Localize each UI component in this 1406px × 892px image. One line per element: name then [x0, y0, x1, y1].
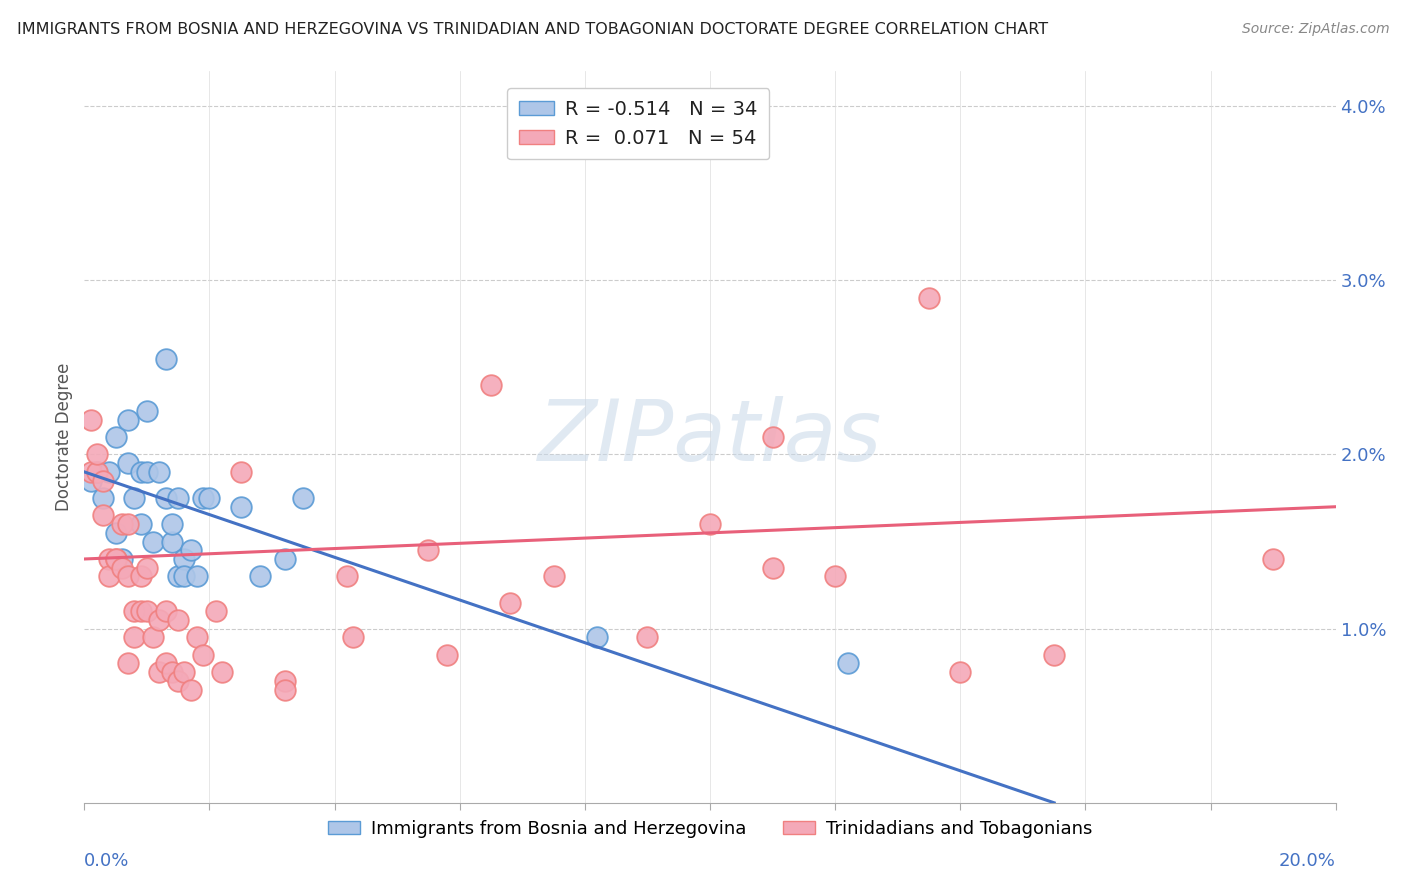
Point [173, 665, 195, 680]
Point [204, 604, 226, 618]
Point [198, 491, 221, 505]
Point [436, 648, 458, 662]
Legend: Immigrants from Bosnia and Herzegovina, Trinidadians and Tobagonians: Immigrants from Bosnia and Herzegovina, … [321, 813, 1099, 845]
Point [229, 465, 252, 479]
Point [180, 682, 202, 697]
Point [117, 517, 139, 532]
Point [148, 465, 170, 479]
Point [111, 560, 134, 574]
Point [211, 665, 233, 680]
Point [918, 291, 941, 305]
Point [111, 552, 134, 566]
Point [124, 631, 146, 645]
Text: 0.0%: 0.0% [84, 852, 129, 870]
Y-axis label: Doctorate Degree: Doctorate Degree [55, 363, 73, 511]
Point [336, 569, 359, 583]
Point [129, 569, 152, 583]
Point [104, 552, 127, 566]
Point [160, 517, 183, 532]
Text: 20.0%: 20.0% [1279, 852, 1336, 870]
Point [167, 491, 190, 505]
Point [142, 534, 165, 549]
Point [543, 569, 565, 583]
Point [160, 665, 183, 680]
Point [117, 412, 139, 426]
Point [86, 465, 108, 479]
Point [949, 665, 972, 680]
Point [418, 543, 440, 558]
Point [111, 517, 134, 532]
Point [837, 657, 859, 671]
Point [193, 648, 215, 662]
Point [186, 631, 208, 645]
Point [155, 604, 177, 618]
Point [104, 430, 127, 444]
Point [148, 665, 170, 680]
Text: Source: ZipAtlas.com: Source: ZipAtlas.com [1241, 22, 1389, 37]
Point [229, 500, 252, 514]
Point [273, 682, 295, 697]
Point [124, 604, 146, 618]
Point [1263, 552, 1285, 566]
Point [129, 517, 152, 532]
Point [91, 474, 114, 488]
Point [98, 465, 121, 479]
Point [1043, 648, 1066, 662]
Point [79, 465, 101, 479]
Point [86, 448, 108, 462]
Point [762, 560, 785, 574]
Point [167, 569, 190, 583]
Point [136, 604, 159, 618]
Point [98, 552, 121, 566]
Point [173, 552, 195, 566]
Point [155, 351, 177, 366]
Text: IMMIGRANTS FROM BOSNIA AND HERZEGOVINA VS TRINIDADIAN AND TOBAGONIAN DOCTORATE D: IMMIGRANTS FROM BOSNIA AND HERZEGOVINA V… [17, 22, 1047, 37]
Point [91, 491, 114, 505]
Point [104, 552, 127, 566]
Point [167, 673, 190, 688]
Point [155, 491, 177, 505]
Point [273, 673, 295, 688]
Point [292, 491, 315, 505]
Point [91, 508, 114, 523]
Point [160, 534, 183, 549]
Point [79, 412, 101, 426]
Point [173, 569, 195, 583]
Point [136, 404, 159, 418]
Point [479, 377, 502, 392]
Point [273, 552, 295, 566]
Point [499, 595, 522, 609]
Point [824, 569, 846, 583]
Point [699, 517, 721, 532]
Point [762, 430, 785, 444]
Point [148, 613, 170, 627]
Point [586, 631, 609, 645]
Point [193, 491, 215, 505]
Point [186, 569, 208, 583]
Point [117, 456, 139, 470]
Point [342, 631, 364, 645]
Point [117, 569, 139, 583]
Point [117, 657, 139, 671]
Point [155, 657, 177, 671]
Point [142, 631, 165, 645]
Point [136, 560, 159, 574]
Point [86, 465, 108, 479]
Point [637, 631, 659, 645]
Point [180, 543, 202, 558]
Point [129, 604, 152, 618]
Point [129, 465, 152, 479]
Point [249, 569, 271, 583]
Text: ZIPatlas: ZIPatlas [538, 395, 882, 479]
Point [124, 491, 146, 505]
Point [98, 569, 121, 583]
Point [79, 474, 101, 488]
Point [104, 525, 127, 540]
Point [136, 465, 159, 479]
Point [167, 613, 190, 627]
